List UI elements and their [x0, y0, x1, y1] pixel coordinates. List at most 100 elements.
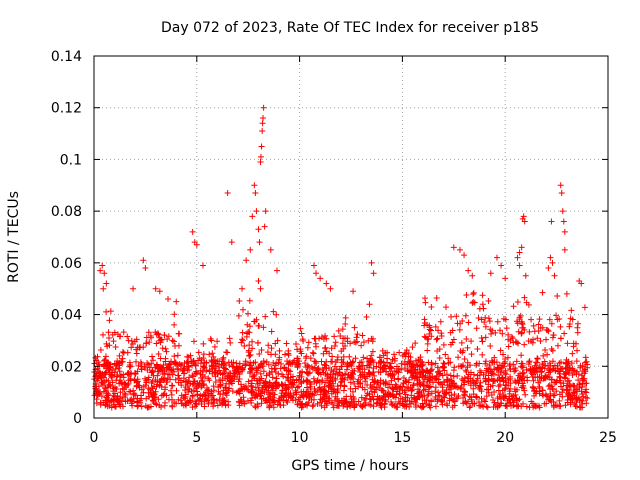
data-point — [92, 385, 99, 392]
data-point — [574, 320, 581, 327]
data-point — [461, 252, 468, 259]
data-point — [521, 387, 528, 394]
data-point — [239, 336, 246, 343]
data-point — [312, 388, 319, 395]
data-point — [262, 382, 269, 389]
data-point — [391, 367, 398, 374]
data-point — [107, 398, 114, 405]
data-point — [253, 369, 260, 376]
data-point — [548, 376, 555, 383]
data-point — [482, 323, 489, 330]
data-point — [359, 332, 366, 339]
data-point — [551, 392, 558, 399]
data-point — [401, 389, 408, 396]
data-point — [298, 330, 305, 337]
data-point — [500, 378, 507, 385]
data-point — [97, 267, 104, 274]
data-point — [257, 153, 264, 160]
x-tick-label: 0 — [90, 430, 99, 446]
data-point — [394, 404, 401, 411]
data-point — [259, 388, 266, 395]
data-point — [500, 315, 507, 322]
data-point — [355, 363, 362, 370]
data-point — [391, 351, 398, 358]
data-point — [525, 361, 532, 368]
data-point — [205, 400, 212, 407]
data-point — [315, 365, 322, 372]
data-point — [102, 356, 109, 363]
data-point — [503, 325, 510, 332]
data-point — [406, 376, 413, 383]
data-point — [243, 330, 250, 337]
data-point — [102, 353, 109, 360]
data-point — [362, 378, 369, 385]
data-point — [469, 272, 476, 279]
data-point — [251, 318, 258, 325]
data-point — [171, 353, 178, 360]
data-point — [248, 389, 255, 396]
data-point — [335, 327, 342, 334]
data-point — [534, 359, 541, 366]
data-point — [454, 320, 461, 327]
data-point — [482, 334, 489, 341]
data-point — [112, 343, 119, 350]
data-point — [440, 341, 447, 348]
data-point — [299, 336, 306, 343]
data-point — [495, 383, 502, 390]
data-point — [232, 369, 239, 376]
data-point — [229, 388, 236, 395]
data-point — [332, 339, 339, 346]
data-point — [416, 356, 423, 363]
data-point — [268, 383, 275, 390]
data-point — [363, 314, 370, 321]
data-point — [268, 365, 275, 372]
data-point — [176, 361, 183, 368]
data-point — [226, 335, 233, 342]
data-points — [97, 104, 585, 308]
data-point — [266, 379, 273, 386]
data-point — [536, 385, 543, 392]
data-point — [304, 362, 311, 369]
data-point — [561, 330, 568, 337]
data-point — [491, 399, 498, 406]
data-point — [311, 392, 318, 399]
data-point — [443, 386, 450, 393]
data-point — [105, 329, 112, 336]
data-point — [93, 400, 100, 407]
data-point — [396, 400, 403, 407]
data-point — [369, 348, 376, 355]
data-point — [127, 397, 134, 404]
data-point — [491, 389, 498, 396]
data-point — [331, 333, 338, 340]
data-point — [168, 382, 175, 389]
data-point — [323, 348, 330, 355]
data-point — [395, 398, 402, 405]
data-point — [489, 382, 496, 389]
data-point — [494, 404, 501, 411]
data-point — [577, 404, 584, 411]
data-point — [455, 363, 462, 370]
data-point — [276, 347, 283, 354]
data-point — [500, 351, 507, 358]
data-point — [470, 289, 477, 296]
data-point — [272, 340, 279, 347]
data-point — [181, 360, 188, 367]
data-point — [285, 350, 292, 357]
data-point — [259, 384, 266, 391]
data-point — [187, 399, 194, 406]
data-point — [574, 386, 581, 393]
data-point — [549, 358, 556, 365]
data-point — [309, 365, 316, 372]
data-point — [134, 378, 141, 385]
data-point — [200, 363, 207, 370]
data-point — [116, 352, 123, 359]
data-point — [427, 376, 434, 383]
data-point — [432, 360, 439, 367]
data-point — [152, 364, 159, 371]
data-point — [317, 275, 324, 282]
data-point — [329, 378, 336, 385]
data-point — [504, 354, 511, 361]
data-point — [250, 373, 257, 380]
data-point — [459, 317, 466, 324]
